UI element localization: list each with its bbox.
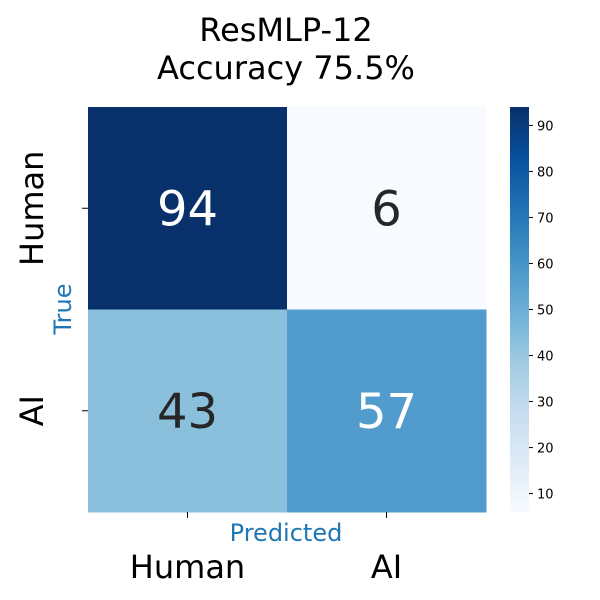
chart-title-line2: Accuracy 75.5%: [157, 49, 415, 87]
colorbar-tick-label: 30: [537, 396, 554, 411]
x-tick-label: AI: [371, 548, 402, 586]
heatmap-cell: [287, 107, 487, 310]
heatmap-cell: [287, 309, 487, 513]
colorbar-tick-label: 60: [537, 257, 554, 272]
colorbar-ticks: 10 20 30 40 50 60 70 80 90: [529, 119, 554, 503]
cell-value-label: 57: [356, 384, 417, 440]
colorbar-tick-label: 90: [537, 119, 554, 134]
heatmap-cells: 94 6 43 57: [88, 107, 487, 513]
colorbar-tick-label: 80: [537, 165, 554, 180]
colorbar-tick-label: 70: [537, 211, 554, 226]
heatmap-cell: [88, 107, 288, 310]
cell-value-label: 94: [157, 181, 218, 237]
x-axis-label: Predicted: [230, 519, 343, 547]
x-tick-label: Human: [130, 548, 245, 586]
cell-value-label: 6: [371, 181, 402, 237]
cell-value-label: 43: [157, 384, 218, 440]
y-axis-label: True: [49, 284, 77, 336]
colorbar-tick-label: 10: [537, 488, 554, 503]
colorbar-tick-label: 20: [537, 442, 554, 457]
chart-title-line1: ResMLP-12: [199, 11, 372, 49]
colorbar-tick-label: 50: [537, 304, 554, 319]
y-tick-label: Human: [13, 151, 51, 266]
colorbar: [510, 107, 529, 512]
x-axis: Human AI: [130, 512, 402, 586]
y-axis: Human AI: [13, 151, 88, 426]
colorbar-tick-label: 40: [537, 350, 554, 365]
heatmap-cell: [88, 309, 288, 513]
y-tick-label: AI: [13, 395, 51, 426]
